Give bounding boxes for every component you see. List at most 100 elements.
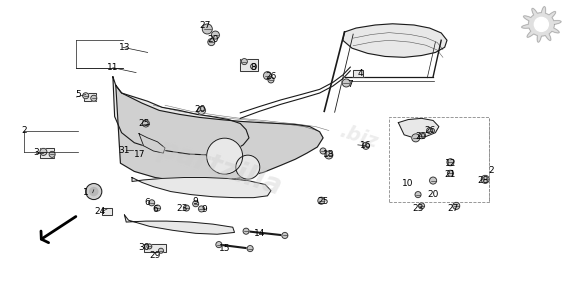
- Circle shape: [419, 203, 424, 209]
- Bar: [102, 208, 112, 214]
- Circle shape: [199, 206, 204, 212]
- Polygon shape: [343, 24, 447, 57]
- Polygon shape: [113, 77, 249, 155]
- Text: 2: 2: [21, 126, 27, 135]
- Polygon shape: [398, 118, 439, 138]
- Circle shape: [342, 79, 350, 87]
- Text: 6: 6: [152, 205, 158, 214]
- Text: 8: 8: [251, 63, 256, 72]
- Text: 2: 2: [488, 166, 494, 175]
- Bar: [84, 93, 96, 101]
- Bar: [144, 244, 166, 252]
- Text: 14: 14: [254, 229, 265, 238]
- Polygon shape: [124, 215, 234, 234]
- Text: 26: 26: [424, 126, 435, 135]
- Bar: [353, 70, 363, 77]
- Bar: [41, 148, 54, 158]
- Circle shape: [236, 155, 260, 179]
- Bar: [240, 59, 258, 71]
- Text: 12: 12: [445, 159, 456, 168]
- Circle shape: [325, 151, 333, 159]
- Text: 20: 20: [427, 190, 439, 199]
- Text: 20: 20: [207, 35, 219, 44]
- Circle shape: [90, 188, 98, 196]
- Circle shape: [448, 170, 453, 176]
- Text: 27: 27: [447, 203, 459, 213]
- Circle shape: [241, 59, 247, 65]
- Text: 30: 30: [138, 243, 149, 252]
- Text: 25: 25: [138, 119, 149, 128]
- Text: 15: 15: [219, 244, 230, 253]
- Circle shape: [481, 175, 489, 183]
- Text: 3: 3: [33, 148, 39, 157]
- Text: 9: 9: [201, 205, 207, 214]
- Text: 17: 17: [134, 149, 146, 159]
- Polygon shape: [116, 85, 323, 182]
- Text: 23: 23: [177, 203, 188, 213]
- Bar: [84, 93, 96, 101]
- Circle shape: [216, 242, 222, 248]
- Circle shape: [415, 192, 421, 198]
- Circle shape: [263, 72, 272, 80]
- Circle shape: [49, 151, 55, 157]
- Circle shape: [430, 177, 437, 184]
- Circle shape: [534, 17, 548, 31]
- Text: 20: 20: [416, 132, 427, 141]
- Circle shape: [197, 106, 206, 114]
- Text: 31: 31: [119, 145, 130, 155]
- Circle shape: [243, 228, 249, 234]
- Bar: [353, 70, 363, 77]
- Bar: [144, 244, 166, 252]
- Circle shape: [208, 39, 215, 45]
- Text: 5: 5: [75, 90, 81, 99]
- Text: 11: 11: [107, 63, 119, 72]
- Polygon shape: [132, 178, 271, 198]
- Text: 27: 27: [200, 20, 211, 30]
- Circle shape: [40, 149, 47, 155]
- Polygon shape: [139, 134, 165, 153]
- Circle shape: [419, 133, 424, 139]
- Text: 28: 28: [478, 176, 489, 185]
- Circle shape: [211, 31, 219, 39]
- Text: 16: 16: [360, 141, 372, 150]
- Text: 21: 21: [445, 170, 456, 179]
- Text: 23: 23: [412, 203, 424, 213]
- Circle shape: [207, 138, 243, 174]
- Text: 9: 9: [193, 197, 199, 206]
- Text: 29: 29: [149, 251, 161, 260]
- Circle shape: [83, 93, 89, 99]
- Circle shape: [412, 134, 420, 142]
- Circle shape: [147, 244, 152, 249]
- Circle shape: [202, 24, 212, 34]
- Text: 10: 10: [402, 179, 414, 188]
- Text: 24: 24: [94, 206, 105, 216]
- Circle shape: [251, 63, 256, 70]
- Circle shape: [247, 246, 253, 252]
- Text: 4: 4: [357, 69, 363, 78]
- Circle shape: [142, 120, 149, 127]
- Text: 18: 18: [323, 150, 335, 160]
- Circle shape: [318, 197, 325, 204]
- Circle shape: [447, 159, 454, 166]
- Circle shape: [159, 248, 163, 253]
- Circle shape: [453, 203, 460, 209]
- Circle shape: [320, 148, 326, 154]
- Circle shape: [282, 232, 288, 239]
- Circle shape: [193, 201, 199, 207]
- Bar: [240, 59, 258, 71]
- Text: 1: 1: [83, 188, 89, 197]
- Text: 13: 13: [119, 43, 130, 52]
- Circle shape: [155, 205, 160, 211]
- Bar: [102, 208, 112, 214]
- Text: 7: 7: [347, 80, 353, 89]
- Text: .biz: .biz: [338, 122, 380, 152]
- Bar: [389, 117, 489, 202]
- Circle shape: [362, 142, 369, 149]
- Circle shape: [149, 200, 155, 206]
- Circle shape: [86, 184, 102, 199]
- Text: 20: 20: [194, 105, 206, 114]
- Text: partzilla: partzilla: [155, 135, 285, 201]
- Circle shape: [427, 127, 433, 134]
- Text: 6: 6: [145, 198, 151, 207]
- Circle shape: [184, 205, 189, 211]
